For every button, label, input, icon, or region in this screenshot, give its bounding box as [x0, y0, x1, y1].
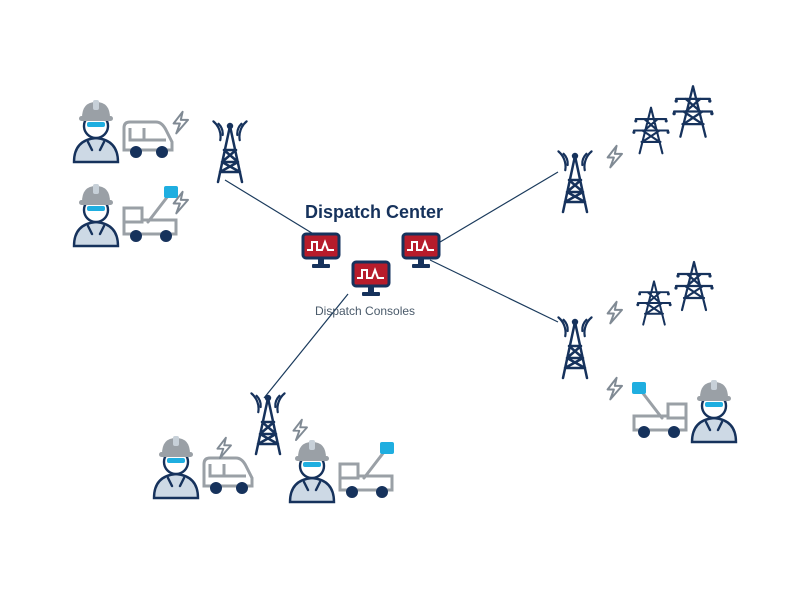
signal-bolt-icon [170, 190, 192, 215]
connection-line [430, 172, 558, 248]
radio-tower-icon [555, 304, 595, 382]
dispatch-console-icon [350, 260, 392, 300]
dispatch-consoles-label: Dispatch Consoles [315, 304, 415, 318]
signal-bolt-icon [214, 436, 234, 460]
field-worker-icon [150, 428, 260, 504]
signal-bolt-icon [604, 144, 626, 169]
radio-tower-icon [210, 108, 250, 186]
diagram-stage: Dispatch Center Dispatch Consoles [0, 0, 792, 612]
transmission-pylon-icon [636, 276, 672, 328]
radio-tower-icon [555, 138, 595, 216]
dispatch-center-title: Dispatch Center [305, 202, 443, 223]
signal-bolt-icon [170, 110, 192, 135]
field-worker-icon [630, 372, 740, 448]
field-worker-icon [70, 176, 180, 252]
signal-bolt-icon [290, 418, 310, 442]
field-worker-icon [286, 432, 396, 508]
transmission-pylon-icon [632, 102, 670, 157]
transmission-pylon-icon [672, 80, 714, 141]
signal-bolt-icon [604, 376, 626, 401]
connection-line [430, 260, 558, 322]
dispatch-console-icon [400, 232, 442, 272]
transmission-pylon-icon [674, 256, 714, 314]
signal-bolt-icon [604, 300, 626, 325]
field-worker-icon [70, 92, 180, 168]
dispatch-console-icon [300, 232, 342, 272]
